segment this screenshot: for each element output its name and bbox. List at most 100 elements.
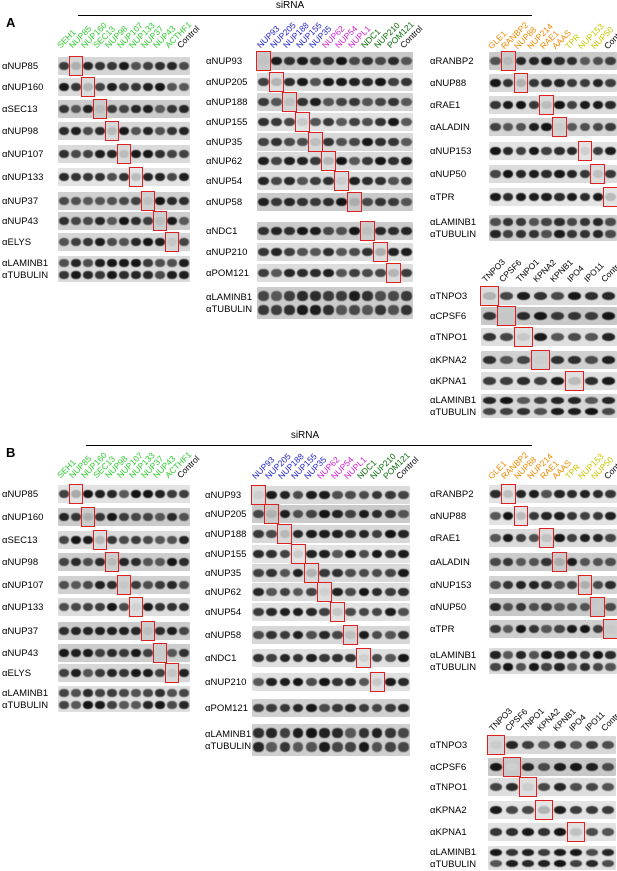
- band: [95, 626, 105, 636]
- band: [167, 700, 177, 709]
- band: [398, 529, 409, 539]
- band: [362, 247, 373, 257]
- band: [336, 176, 347, 186]
- band: [553, 782, 567, 792]
- band: [167, 126, 177, 136]
- band: [319, 742, 330, 752]
- antibody-label: αNUP155: [205, 549, 247, 560]
- band: [503, 580, 514, 590]
- knockdown-highlight-box: [269, 72, 284, 92]
- band: [384, 728, 396, 738]
- band: [585, 805, 599, 815]
- band: [59, 196, 69, 206]
- band: [155, 689, 165, 698]
- band: [95, 668, 105, 678]
- band: [505, 805, 519, 815]
- band: [95, 700, 105, 709]
- band: [107, 61, 117, 71]
- knockdown-highlight-box: [386, 263, 401, 283]
- band: [143, 259, 153, 268]
- band: [541, 651, 552, 660]
- antibody-label: αNUP155: [206, 117, 248, 128]
- knockdown-highlight-box: [356, 648, 372, 668]
- band: [119, 700, 129, 709]
- band: [253, 728, 264, 738]
- band: [490, 56, 501, 66]
- band: [284, 197, 295, 207]
- antibody-label: αNUP210: [206, 247, 248, 258]
- band: [83, 216, 93, 226]
- blot-strip: [489, 598, 617, 616]
- band: [489, 805, 503, 815]
- band: [569, 859, 583, 867]
- band: [482, 291, 497, 301]
- band: [528, 122, 539, 132]
- band: [584, 407, 599, 415]
- blot-strip: [58, 212, 190, 230]
- band: [375, 156, 386, 166]
- band: [388, 97, 399, 107]
- band: [384, 703, 396, 713]
- band: [605, 218, 616, 227]
- band: [143, 82, 153, 92]
- band: [59, 270, 69, 279]
- band: [310, 56, 321, 66]
- band: [83, 61, 93, 71]
- sirna-bracket-line: [78, 15, 532, 16]
- band: [585, 849, 599, 857]
- band: [71, 489, 81, 499]
- antibody-label: αSEC13: [2, 535, 38, 546]
- band: [505, 740, 519, 750]
- band: [553, 827, 567, 837]
- band: [271, 226, 282, 236]
- band: [95, 512, 105, 522]
- band: [319, 509, 330, 519]
- band: [388, 247, 399, 257]
- band: [131, 626, 141, 636]
- band: [59, 580, 69, 590]
- band: [332, 653, 343, 663]
- band: [95, 557, 105, 567]
- band: [592, 489, 603, 499]
- band: [266, 742, 277, 752]
- band: [358, 703, 370, 713]
- band: [579, 489, 591, 499]
- band: [541, 169, 552, 179]
- band: [266, 630, 277, 640]
- band: [554, 122, 565, 132]
- band: [503, 192, 514, 202]
- band: [323, 291, 334, 301]
- band: [541, 489, 552, 499]
- blot-strip: [489, 74, 617, 92]
- antibody-label: αNUP62: [206, 156, 243, 167]
- antibody-label: αLAMINB1 αTUBULIN: [430, 217, 477, 240]
- knockdown-highlight-box: [105, 121, 119, 141]
- band: [258, 56, 269, 66]
- band: [266, 677, 277, 687]
- band: [605, 146, 616, 156]
- sirna-title: siRNA: [275, 0, 305, 11]
- band: [521, 805, 535, 815]
- band: [554, 557, 565, 567]
- antibody-label: αNUP43: [2, 648, 39, 659]
- band: [310, 305, 321, 315]
- band: [371, 549, 383, 559]
- knockdown-highlight-box: [519, 777, 537, 797]
- band: [567, 332, 582, 342]
- band: [297, 137, 308, 147]
- band: [297, 56, 308, 66]
- band: [258, 156, 269, 166]
- band: [119, 535, 129, 545]
- band: [398, 607, 409, 617]
- band: [332, 677, 343, 687]
- band: [585, 782, 599, 792]
- band: [398, 549, 409, 559]
- knockdown-highlight-box: [590, 164, 606, 184]
- antibody-label: αNUP133: [2, 602, 44, 613]
- band: [362, 117, 373, 127]
- band: [349, 247, 360, 257]
- band: [71, 668, 81, 678]
- band: [310, 226, 321, 236]
- band: [482, 311, 497, 321]
- band: [528, 602, 539, 612]
